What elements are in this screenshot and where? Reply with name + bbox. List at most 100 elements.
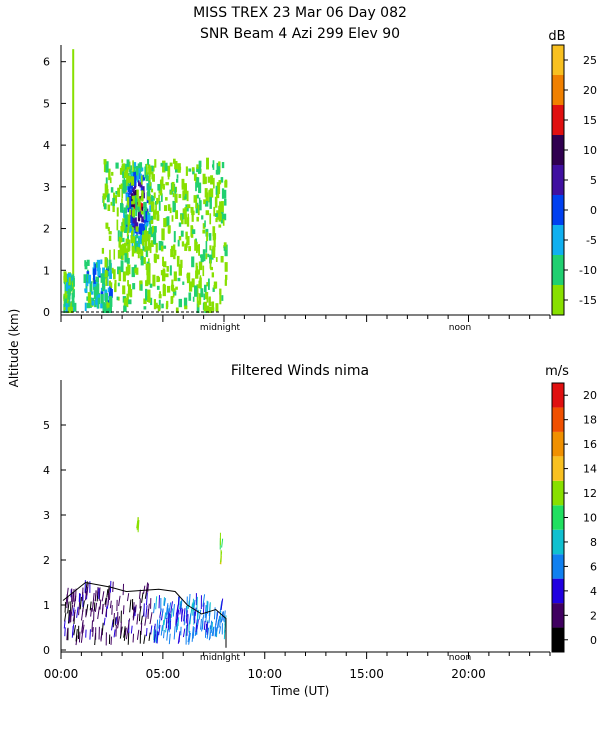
snr-echo-cell: [108, 168, 111, 181]
snr-echo-cell: [215, 257, 218, 262]
wind-barb: [81, 621, 84, 634]
snr-echo-cell: [222, 219, 225, 226]
wind-barb: [170, 601, 174, 613]
snr-echo-cell: [68, 273, 71, 285]
snr-echo-cell: [145, 230, 149, 239]
wind-barb: [91, 620, 94, 632]
snr-echo-cell: [207, 176, 211, 183]
snr-echo-cell: [178, 166, 182, 171]
snr-echo-cell: [201, 215, 204, 220]
snr-echo-cell: [152, 232, 157, 245]
snr-echo-cell: [145, 280, 149, 287]
snr-echo-cell: [223, 246, 226, 251]
snr-echo-cell: [172, 200, 176, 213]
wind-barb: [69, 610, 71, 624]
wind-barb: [221, 538, 224, 548]
wind-barb: [208, 612, 211, 624]
snr-echo-cell: [103, 159, 107, 165]
wind-barb: [129, 599, 132, 613]
wind-barb: [107, 592, 110, 606]
wind-barb: [163, 612, 167, 626]
snr-marker-noon: noon: [449, 323, 471, 333]
wind-barb: [105, 608, 108, 617]
snr-echo-cell: [188, 292, 192, 301]
snr-echo-cell: [173, 249, 177, 256]
snr-echo-cell: [95, 276, 99, 283]
snr-echo-cell: [177, 277, 181, 282]
snr-panel: 0 1 2 3 4 5 6 midnight noon: [43, 45, 551, 333]
snr-echo-cell: [139, 223, 143, 234]
snr-echo-cell: [134, 243, 139, 249]
snr-echo-cell: [185, 166, 188, 176]
snr-echo-cell: [153, 226, 157, 233]
snr-echo-cell: [101, 247, 105, 254]
snr-echo-cell: [165, 197, 168, 201]
snr-echo-cell: [214, 213, 218, 217]
wind-barb: [64, 601, 67, 613]
snr-echo-cell: [71, 292, 75, 300]
snr-echo-cell: [209, 259, 212, 269]
wind-barb: [214, 623, 217, 637]
snr-echo-cell: [145, 220, 148, 227]
snr-echo-cell: [148, 177, 151, 185]
snr-echo-cell: [192, 296, 195, 302]
snr-echo-cell: [207, 253, 210, 258]
snr-echo-cell: [105, 177, 108, 189]
snr-echo-cell: [127, 214, 131, 226]
snr-echo-cell: [192, 168, 195, 175]
snr-echo-cell: [136, 165, 139, 176]
snr-echo-cell: [103, 203, 107, 210]
snr-echo-cell: [221, 162, 225, 169]
snr-echo-cell: [100, 294, 104, 306]
wind-barb: [141, 592, 144, 603]
snr-echo-cell: [93, 280, 97, 293]
snr-echo-cell: [123, 207, 128, 214]
wind-barb: [67, 601, 70, 614]
snr-echo-cell: [117, 282, 120, 287]
snr-echo-cell: [213, 177, 215, 189]
snr-echo-cell: [143, 208, 146, 220]
winds-colorbar-segment: [552, 578, 564, 604]
snr-colorbar-segment: [552, 135, 564, 165]
snr-echo-cell: [98, 274, 102, 278]
wind-barb: [115, 616, 118, 625]
snr-echo-cell: [221, 201, 224, 213]
snr-echo-cell: [183, 297, 188, 307]
figure-title-line2: SNR Beam 4 Azi 299 Elev 90: [200, 26, 400, 42]
wind-barb: [104, 597, 107, 605]
wind-barb: [106, 589, 109, 598]
snr-echo-cell: [224, 274, 228, 280]
wind-barb: [85, 604, 89, 616]
snr-echo-cell: [202, 265, 205, 277]
wind-barb: [166, 603, 169, 612]
snr-echo-cell: [131, 172, 134, 179]
snr-echo-cell: [162, 160, 166, 173]
snr-echo-cell: [211, 301, 215, 311]
snr-echo-cell: [106, 278, 109, 286]
wind-barb: [187, 631, 191, 643]
winds-colorbar-tick-label: 4: [590, 585, 597, 598]
snr-echo-cell: [218, 224, 222, 228]
wind-barb: [219, 610, 222, 621]
snr-echo-cell: [145, 163, 147, 176]
snr-echo-cell: [152, 165, 155, 172]
snr-echo-cell: [196, 303, 200, 313]
wind-barb: [123, 626, 126, 638]
snr-echo-cell: [117, 230, 120, 242]
wind-barb: [185, 610, 188, 624]
snr-echo-cell: [139, 182, 143, 188]
snr-echo-cell: [121, 159, 124, 163]
wind-barb: [223, 610, 226, 623]
snr-echo-cell: [67, 306, 71, 313]
snr-echo-cell: [91, 297, 94, 306]
snr-echo-cell: [186, 272, 191, 284]
snr-echo-cell: [160, 193, 163, 202]
snr-echo-cell: [88, 274, 92, 284]
snr-echo-cell: [199, 275, 202, 279]
snr-echo-cell: [137, 180, 140, 187]
snr-y-tick-label: 6: [43, 56, 50, 69]
snr-echo-cell: [163, 205, 168, 212]
winds-marker-midnight: midnight: [200, 653, 241, 663]
winds-y-tick-label: 3: [43, 509, 50, 522]
snr-echo-cell: [133, 249, 136, 254]
